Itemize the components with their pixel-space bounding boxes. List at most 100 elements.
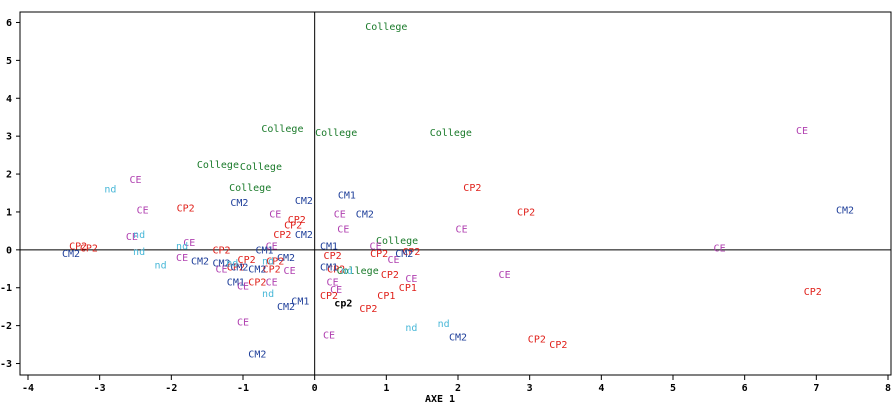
y-tick-label: 6: [6, 18, 12, 29]
x-tick-label: -3: [94, 383, 106, 394]
point-label-cm2: CM2: [277, 253, 295, 264]
point-label-nd: nd: [262, 257, 274, 268]
point-label-cp2: CP2: [284, 221, 302, 232]
point-label-ce: CE: [129, 175, 141, 186]
point-label-cp2: CP2: [69, 242, 87, 253]
point-label-cm2: CM2: [212, 259, 230, 270]
y-tick-label: -3: [0, 359, 12, 370]
point-label-cm2: CM2: [62, 249, 80, 260]
point-label-ce: CE: [237, 281, 249, 292]
point-label-cm2: CM2: [395, 249, 413, 260]
point-label-cp2: CP2: [381, 270, 399, 281]
point-label-ce: CE: [215, 264, 227, 275]
point-label-nd: nd: [133, 247, 145, 258]
y-tick-label: 3: [6, 132, 12, 143]
x-tick-label: 6: [742, 383, 748, 394]
point-label-cm1: CM1: [320, 262, 338, 273]
x-axis-ticks: -4 -3 -2 -1 0 1 2 3 4 5 6 7 8: [22, 375, 891, 394]
point-label-ce: CE: [405, 274, 417, 285]
point-label-cp2: CP2: [327, 264, 345, 275]
point-label-cm2: CM2: [230, 198, 248, 209]
point-label-cp2: CP2: [402, 247, 420, 258]
point-label-ce: CE: [499, 270, 511, 281]
point-label-cp2: CP2: [549, 340, 567, 351]
point-label-cp2: CP2: [370, 249, 388, 260]
point-label-nd: nd: [176, 242, 188, 253]
point-label-cp1: CP1: [399, 283, 417, 294]
y-tick-label: 4: [6, 94, 12, 105]
point-label-nd: nd: [133, 230, 145, 241]
point-label-cm2: CM2: [449, 333, 467, 344]
point-label-ce: CE: [334, 209, 346, 220]
point-label-cm1: CM1: [255, 245, 273, 256]
point-label-cp2: CP2: [528, 334, 546, 345]
point-label-cp2: CP2: [463, 183, 481, 194]
x-tick-label: -1: [237, 383, 249, 394]
x-tick-label: 8: [885, 383, 891, 394]
point-label-ce: CE: [237, 317, 249, 328]
point-label-cm2: CM2: [230, 262, 248, 273]
point-label-cp2: CP2: [273, 230, 291, 241]
point-label-cm1: CM1: [291, 297, 309, 308]
point-label-nd: nd: [155, 261, 167, 272]
x-tick-label: 3: [527, 383, 533, 394]
point-label-cm2: CM2: [248, 350, 266, 361]
point-label-cm2: CM2: [836, 206, 854, 217]
point-label-college: College: [365, 22, 407, 33]
reference-lines: [20, 12, 891, 375]
point-label-cp2: CP2: [238, 255, 256, 266]
point-label-college: College: [315, 128, 357, 139]
point-label-nd: nd: [405, 323, 417, 334]
point-label-cp2: cp2: [334, 298, 352, 309]
point-label-college: College: [337, 266, 379, 277]
point-label-cm1: CM1: [227, 278, 245, 289]
point-label-cp2: CP2: [359, 304, 377, 315]
point-label-ce: CE: [327, 278, 339, 289]
plot-frame: [19, 11, 892, 376]
point-label-cp2: CP2: [804, 287, 822, 298]
x-tick-label: 1: [383, 383, 389, 394]
point-label-nd: nd: [226, 259, 238, 270]
x-tick-label: -4: [22, 383, 34, 394]
point-label-cp2: CP2: [320, 291, 338, 302]
point-label-ce: CE: [337, 225, 349, 236]
point-label-nd: nd: [104, 185, 116, 196]
point-label-cm1: CM1: [320, 242, 338, 253]
point-label-college: College: [197, 160, 239, 171]
point-label-ce: CE: [266, 278, 278, 289]
point-label-cm2: CM2: [295, 230, 313, 241]
point-label-ce: CE: [137, 206, 149, 217]
point-label-nd: nd: [262, 289, 274, 300]
y-tick-label: 2: [6, 170, 12, 181]
point-label-college: College: [229, 183, 271, 194]
y-axis-ticks: -3 -2 -1 0 1 2 3 4 5 6: [0, 18, 20, 370]
x-tick-label: 4: [598, 383, 604, 394]
point-label-ce: CE: [176, 253, 188, 264]
point-label-ce: CE: [266, 242, 278, 253]
point-label-ce: CE: [370, 242, 382, 253]
point-label-ce: CE: [126, 232, 138, 243]
point-labels: College College College College College Colle…: [62, 22, 854, 361]
point-label-cm2: CM2: [191, 257, 209, 268]
point-label-cm2: CM2: [356, 209, 374, 220]
point-label-cp2: CP2: [227, 262, 245, 273]
point-label-ce: CE: [456, 225, 468, 236]
point-label-cp2: CP2: [517, 207, 535, 218]
x-tick-label: 0: [312, 383, 318, 394]
point-label-cp2: CP2: [324, 251, 342, 262]
y-tick-label: 1: [6, 207, 12, 218]
point-label-nd: nd: [438, 319, 450, 330]
y-tick-label: 5: [6, 56, 12, 67]
point-label-cm1: CM1: [338, 190, 356, 201]
point-label-cp2: CP2: [288, 215, 306, 226]
x-axis-label: AXE 1: [425, 394, 455, 405]
point-label-college: College: [430, 128, 472, 139]
point-label-ce: CE: [269, 209, 281, 220]
point-label-cm2: CM2: [248, 264, 266, 275]
point-label-cm2: CM2: [277, 302, 295, 313]
point-label-cp2: CP2: [80, 243, 98, 254]
y-tick-label: -2: [0, 321, 12, 332]
point-label-cp2: CP2: [266, 257, 284, 268]
x-tick-label: 7: [813, 383, 819, 394]
